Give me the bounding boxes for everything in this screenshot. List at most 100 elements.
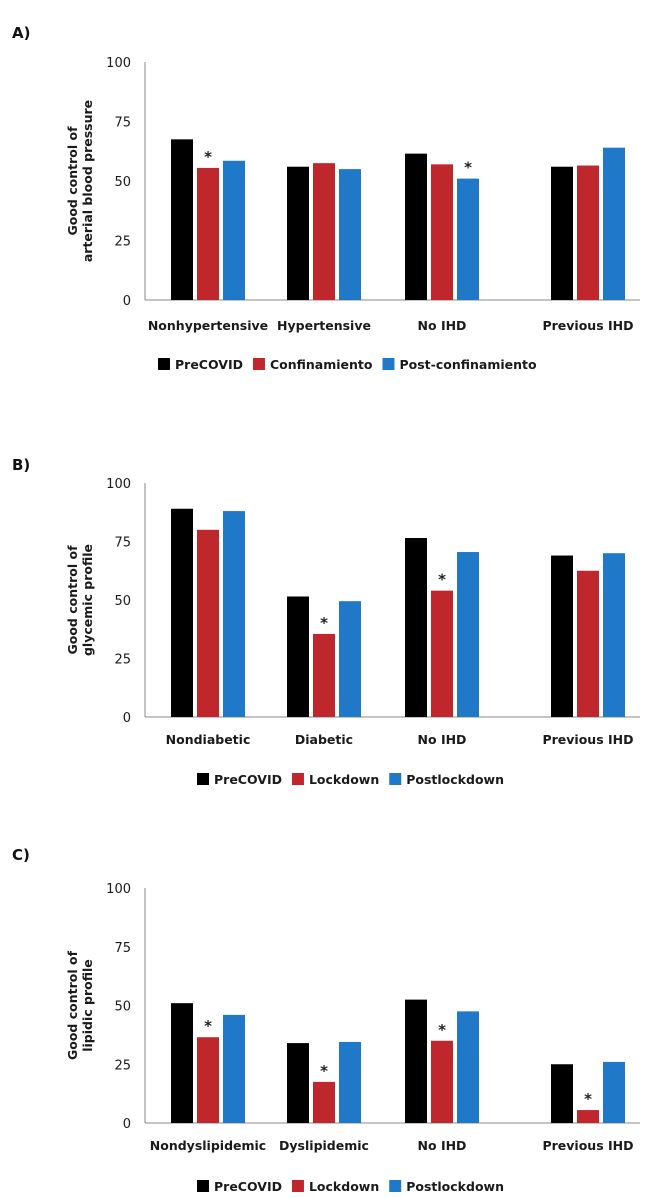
bar-postlockdown-1 (339, 1041, 361, 1123)
panel-label: C) (12, 846, 30, 864)
chart-panel-0: A) 0 25 50 75 100 Good control ofarterial bloo… (12, 24, 640, 372)
category-label: No IHD (418, 732, 467, 747)
bar-lockdown-0 (197, 529, 219, 717)
legend-label: Postlockdown (406, 1179, 504, 1194)
bar-precovid-1 (287, 596, 309, 717)
significance-marker: * (438, 1021, 446, 1039)
category-label: No IHD (418, 318, 467, 333)
y-tick-label: 50 (114, 1000, 131, 1015)
legend-label: PreCOVID (214, 1179, 282, 1194)
bar-postlockdown-2 (457, 1011, 479, 1123)
y-tick-label: 75 (114, 536, 131, 551)
bar-confinamiento-2 (431, 164, 453, 300)
y-tick-label: 25 (114, 653, 131, 668)
bar-post-confinamiento-3 (603, 147, 625, 300)
y-tick-label: 100 (106, 56, 131, 71)
y-tick-label: 0 (123, 711, 131, 726)
category-label: Previous IHD (542, 318, 633, 333)
category-label: Diabetic (295, 732, 353, 747)
bar-confinamiento-0 (197, 167, 219, 300)
bar-precovid-3 (551, 1064, 573, 1123)
bar-precovid-2 (405, 537, 427, 717)
y-tick-label: 75 (114, 941, 131, 956)
bar-lockdown-0 (197, 1037, 219, 1123)
legend-label: PreCOVID (175, 357, 243, 372)
panel-label: A) (12, 24, 30, 42)
category-label: Dyslipidemic (279, 1138, 369, 1153)
chart-panel-2: C) 0 25 50 75 100 Good control oflipidic profi… (12, 846, 640, 1194)
bar-postlockdown-0 (223, 511, 245, 717)
bar-lockdown-1 (313, 633, 335, 717)
significance-marker: * (584, 1090, 592, 1108)
bar-lockdown-1 (313, 1081, 335, 1123)
y-tick-label: 0 (123, 1117, 131, 1132)
legend-swatch (389, 773, 402, 785)
legend-label: Confinamiento (270, 357, 373, 372)
significance-marker: * (204, 1017, 212, 1035)
bar-post-confinamiento-2 (457, 178, 479, 300)
bar-lockdown-2 (431, 590, 453, 717)
legend-swatch (197, 773, 209, 785)
bar-precovid-3 (551, 555, 573, 717)
bar-precovid-1 (287, 166, 309, 300)
bar-confinamiento-1 (313, 163, 335, 300)
category-label: Nonhypertensive (148, 318, 268, 333)
y-axis-label: Good control ofglycemic profile (65, 544, 95, 656)
legend-swatch (158, 358, 170, 370)
y-tick-label: 25 (114, 1058, 131, 1073)
bar-precovid-0 (171, 508, 193, 717)
y-axis-label: Good control oflipidic profile (65, 950, 95, 1060)
category-label: Previous IHD (542, 1138, 633, 1153)
chart-panel-1: B) 0 25 50 75 100 Good control ofglycemic prof… (12, 456, 640, 787)
panel-label: B) (12, 456, 30, 474)
y-axis-label-line: glycemic profile (80, 544, 95, 656)
bar-postlockdown-3 (603, 553, 625, 717)
legend-swatch (252, 358, 265, 370)
bar-precovid-0 (171, 139, 193, 300)
y-axis-label-line: Good control of (65, 126, 80, 236)
bar-precovid-3 (551, 166, 573, 300)
legend-swatch (389, 1180, 402, 1192)
legend-label: PreCOVID (214, 772, 282, 787)
significance-marker: * (320, 614, 328, 632)
bar-post-confinamiento-1 (339, 169, 361, 300)
bar-precovid-2 (405, 999, 427, 1123)
legend-swatch (382, 358, 395, 370)
bar-post-confinamiento-0 (223, 160, 245, 300)
bar-precovid-2 (405, 153, 427, 300)
legend-label: Post-confinamiento (399, 357, 537, 372)
significance-marker: * (464, 159, 472, 177)
category-label: Nondiabetic (166, 732, 251, 747)
legend-label: Lockdown (309, 772, 379, 787)
y-tick-label: 100 (106, 477, 131, 492)
y-tick-label: 50 (114, 594, 131, 609)
y-axis-label: Good control ofarterial blood pressure (65, 100, 95, 262)
significance-marker: * (320, 1062, 328, 1080)
y-tick-label: 50 (114, 175, 131, 190)
y-tick-label: 0 (123, 294, 131, 309)
category-label: No IHD (418, 1138, 467, 1153)
legend-swatch (291, 1180, 304, 1192)
y-axis-label-line: Good control of (65, 950, 80, 1060)
significance-marker: * (438, 571, 446, 589)
y-tick-label: 75 (114, 116, 131, 131)
significance-marker: * (204, 148, 212, 166)
bar-postlockdown-1 (339, 601, 361, 717)
bar-postlockdown-3 (603, 1061, 625, 1123)
category-label: Previous IHD (542, 732, 633, 747)
y-axis-label-line: Good control of (65, 545, 80, 655)
y-tick-label: 100 (106, 882, 131, 897)
legend-label: Lockdown (309, 1179, 379, 1194)
legend-swatch (291, 773, 304, 785)
bar-lockdown-2 (431, 1040, 453, 1123)
y-axis-label-line: arterial blood pressure (80, 100, 95, 262)
bar-precovid-0 (171, 1003, 193, 1123)
legend-label: Postlockdown (406, 772, 504, 787)
legend-swatch (197, 1180, 209, 1192)
bar-lockdown-3 (577, 1110, 599, 1123)
category-label: Hypertensive (277, 318, 371, 333)
y-axis-label-line: lipidic profile (80, 959, 95, 1052)
bar-lockdown-3 (577, 570, 599, 717)
y-tick-label: 25 (114, 235, 131, 250)
bar-confinamiento-3 (577, 165, 599, 300)
